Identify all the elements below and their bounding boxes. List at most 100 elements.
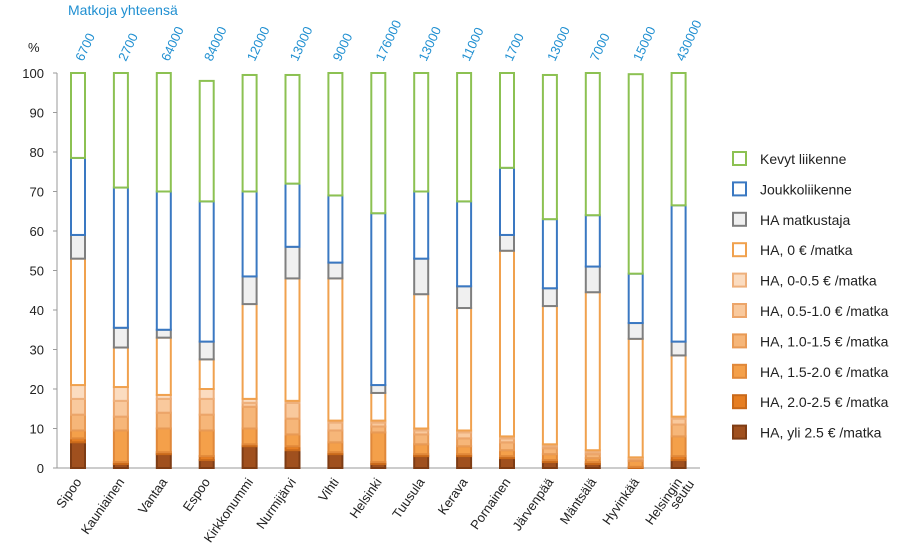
- x-tick-label: Kauniainen: [78, 475, 128, 537]
- bar-segment: [541, 73, 558, 221]
- bar-segment: [670, 435, 687, 458]
- bar-segment: [499, 166, 515, 236]
- bar-segment: [112, 386, 129, 402]
- legend-label: HA, yli 2.5 € /matka: [760, 425, 882, 441]
- x-tick-label: Vantaa: [135, 474, 171, 516]
- bar-segment: [327, 194, 344, 264]
- bar-segment: [198, 397, 215, 416]
- legend-label: HA, 0-0.5 € /matka: [760, 273, 877, 289]
- bar-segment: [327, 421, 344, 432]
- x-tick-label: Tuusula: [389, 474, 428, 521]
- y-tick-label: 80: [30, 145, 44, 160]
- bar-segment: [284, 433, 301, 448]
- bar-segment: [499, 441, 515, 452]
- x-tick-label: Sipoo: [53, 475, 84, 511]
- bar-segment: [284, 401, 301, 420]
- legend-label: HA, 1.0-1.5 € /matka: [760, 333, 889, 349]
- legend-swatch: [732, 242, 747, 258]
- bar-segment: [70, 72, 86, 159]
- y-tick-label: 40: [30, 303, 44, 318]
- bar-segment: [327, 277, 344, 422]
- bar-segment: [112, 186, 129, 329]
- bar-segment: [198, 358, 215, 390]
- bar-segment: [198, 200, 215, 343]
- bar-segment: [327, 429, 344, 444]
- bar-segment: [284, 182, 301, 248]
- bar-segment: [627, 337, 644, 459]
- bar-segment: [456, 455, 473, 469]
- bar-segment: [70, 384, 86, 400]
- x-tick-label: Mäntsälä: [557, 474, 600, 526]
- bar-segment: [327, 261, 344, 280]
- bar-segment: [284, 277, 301, 402]
- bar-segment: [413, 455, 430, 469]
- total-label: 1700: [501, 31, 527, 64]
- legend-swatch: [732, 394, 747, 410]
- bar-segment: [284, 417, 301, 436]
- total-label: 430000: [673, 18, 705, 64]
- y-tick-label: 90: [30, 106, 44, 121]
- bar-segment: [456, 437, 473, 448]
- bar-segment: [541, 305, 558, 446]
- bar-segment: [670, 204, 687, 343]
- bar-segment: [584, 214, 601, 268]
- bar-segment: [584, 291, 601, 452]
- bar-segment: [112, 429, 129, 464]
- bar-segment: [670, 354, 687, 418]
- bar-segment: [198, 413, 215, 432]
- bar-segment: [155, 190, 172, 331]
- legend-label: HA, 2.0-2.5 € /matka: [760, 394, 889, 410]
- bar-segment: [370, 431, 387, 464]
- bar-segment: [670, 340, 687, 357]
- bar-segment: [241, 190, 258, 278]
- totals-header: Matkoja yhteensä: [68, 2, 178, 18]
- total-label: 2700: [115, 31, 141, 64]
- bar-segment: [584, 72, 601, 217]
- bar-segment: [241, 427, 258, 446]
- bar-segment: [370, 72, 387, 215]
- y-tick-label: 20: [30, 382, 44, 397]
- legend-label: Kevyt liikenne: [760, 151, 847, 167]
- bar-segment: [670, 423, 687, 438]
- bar-segment: [155, 328, 172, 339]
- total-label: 11000: [458, 25, 486, 63]
- y-tick-label: 70: [30, 185, 44, 200]
- legend: Kevyt liikenne Joukkoliikenne HA matkustaj…: [732, 151, 889, 441]
- total-label: 64000: [158, 24, 187, 63]
- bar-segment: [670, 459, 687, 470]
- x-tick-label: Helsinki: [346, 475, 384, 521]
- legend-label: HA, 0 € /matka: [760, 242, 853, 258]
- x-tick-label: Nurmijärvi: [253, 475, 299, 532]
- bar-segment: [198, 429, 215, 458]
- bar-segment: [70, 156, 86, 236]
- x-tick-label: Pornainen: [467, 475, 513, 532]
- bar-segment: [627, 272, 644, 325]
- legend-swatch: [732, 333, 747, 349]
- bar-segment: [70, 413, 86, 432]
- bar-segment: [456, 445, 473, 456]
- bar-segment: [499, 233, 515, 252]
- bar-segment: [198, 79, 215, 203]
- legend-label: HA matkustaja: [760, 212, 850, 228]
- bars-group: [70, 72, 687, 470]
- total-label: 9000: [330, 31, 356, 64]
- bar-segment: [198, 340, 215, 361]
- total-label: 13000: [544, 24, 573, 63]
- bar-segment: [499, 249, 515, 438]
- bar-segment: [456, 200, 473, 288]
- y-tick-label: 30: [30, 343, 44, 358]
- bar-segment: [70, 429, 86, 440]
- y-tick-label: 60: [30, 224, 44, 239]
- bar-segment: [241, 405, 258, 430]
- bar-segment: [155, 427, 172, 454]
- bar-segment: [155, 336, 172, 396]
- bar-segment: [241, 275, 258, 306]
- bar-segment: [241, 445, 258, 469]
- legend-swatch: [732, 424, 747, 440]
- bar-segment: [413, 433, 430, 446]
- legend-label: HA, 1.5-2.0 € /matka: [760, 364, 889, 380]
- bar-segment: [198, 388, 215, 400]
- bar-segment: [70, 257, 86, 387]
- totals-group: 6700 2700 64000 84000 12000 13000 9000 176000 13…: [72, 18, 705, 64]
